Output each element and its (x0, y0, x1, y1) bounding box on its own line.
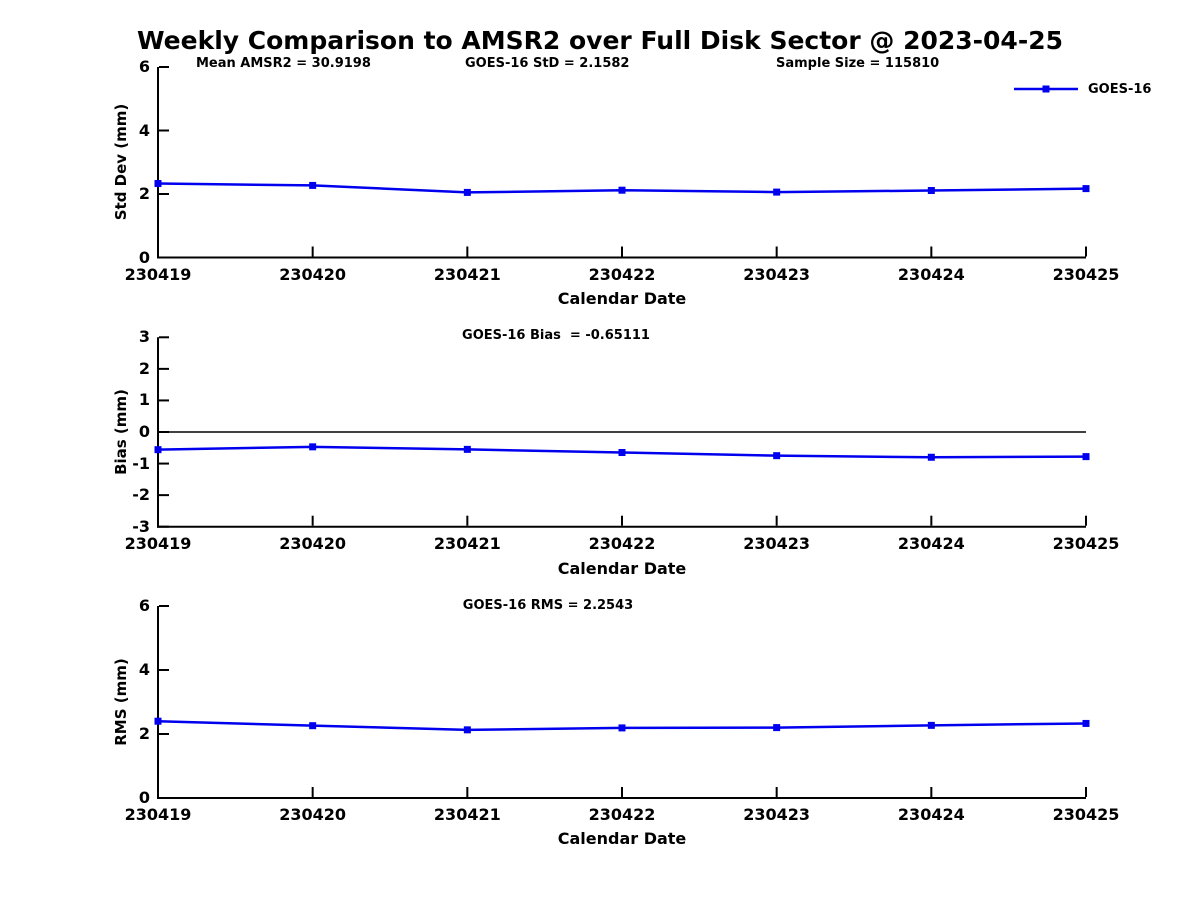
y-tick-label: 0 (138, 788, 150, 807)
subplot-2-title: GOES-16 Bias = -0.65111 (462, 328, 650, 343)
x-tick-label: 230420 (279, 264, 347, 284)
x-tick-label: 230419 (124, 533, 192, 553)
data-point (154, 717, 162, 725)
y-tick-label: 0 (138, 422, 150, 441)
legend-swatch (1014, 85, 1078, 93)
stat-sample-size: Sample Size = 115810 (776, 56, 940, 71)
figure-title: Weekly Comparison to AMSR2 over Full Dis… (136, 26, 1063, 55)
legend-label: GOES-16 (1088, 81, 1152, 97)
data-point (773, 724, 781, 732)
legend-marker-icon (1042, 85, 1050, 93)
y-tick-label: -1 (132, 453, 150, 473)
legend: GOES-16 (1012, 80, 1151, 98)
stat-mean-amsr2: Mean AMSR2 = 30.9198 (196, 56, 371, 71)
x-tick-label: 230421 (433, 533, 501, 553)
data-point (773, 452, 781, 460)
x-tick-label: 230419 (124, 264, 192, 284)
x-tick-label: 230420 (279, 805, 347, 824)
x-tick-label: 230423 (743, 264, 811, 284)
data-point (618, 449, 626, 457)
data-point (154, 446, 162, 454)
data-point (1082, 453, 1090, 461)
x-tick-label: 230423 (743, 805, 811, 824)
x-tick-label: 230421 (433, 805, 501, 824)
data-point (1082, 185, 1090, 193)
y-tick-label: -3 (132, 516, 150, 536)
x-axis-label-1: Calendar Date (557, 289, 687, 308)
data-point (309, 181, 317, 189)
data-point (463, 188, 471, 196)
data-point (463, 445, 471, 453)
x-tick-label: 230424 (897, 533, 965, 553)
y-tick-label: 4 (138, 660, 150, 679)
y-tick-label: 3 (138, 327, 150, 347)
subplot-2 (154, 336, 1090, 528)
data-point (927, 187, 935, 195)
y-tick-label: 6 (138, 57, 150, 76)
x-tick-label: 230423 (743, 533, 811, 553)
data-point (154, 180, 162, 188)
x-tick-label: 230421 (433, 264, 501, 284)
y-tick-label: 6 (138, 596, 150, 615)
x-tick-label: 230425 (1052, 533, 1120, 553)
data-point (618, 186, 626, 194)
y-tick-label: 2 (138, 724, 150, 743)
data-point (927, 453, 935, 461)
y-tick-label: 0 (138, 247, 150, 267)
y-tick-label: 2 (138, 358, 150, 378)
data-point (463, 726, 471, 734)
x-tick-label: 230420 (279, 533, 347, 553)
x-tick-label: 230424 (897, 264, 965, 284)
y-tick-label: -2 (132, 485, 150, 505)
subplot-1 (154, 66, 1090, 259)
subplot-3 (154, 605, 1090, 799)
data-point (773, 188, 781, 196)
data-point (1082, 719, 1090, 727)
x-tick-label: 230424 (897, 805, 965, 824)
x-tick-label: 230425 (1052, 264, 1120, 284)
x-tick-label: 230422 (588, 264, 656, 284)
x-axis-label-2: Calendar Date (557, 559, 687, 578)
data-point (309, 722, 317, 730)
x-tick-label: 230419 (124, 805, 192, 824)
data-point (309, 443, 317, 451)
y-tick-label: 2 (138, 184, 150, 203)
subplot-3-title: GOES-16 RMS = 2.2543 (462, 598, 634, 613)
y-tick-label: 1 (138, 390, 150, 410)
stat-goes16-std: GOES-16 StD = 2.1582 (465, 56, 630, 71)
y-tick-label: 4 (138, 120, 150, 140)
x-tick-label: 230422 (588, 533, 656, 553)
x-tick-label: 230422 (588, 805, 656, 824)
data-point (618, 724, 626, 732)
x-axis-label-3: Calendar Date (557, 829, 687, 848)
data-point (927, 721, 935, 729)
x-tick-label: 230425 (1052, 805, 1120, 824)
